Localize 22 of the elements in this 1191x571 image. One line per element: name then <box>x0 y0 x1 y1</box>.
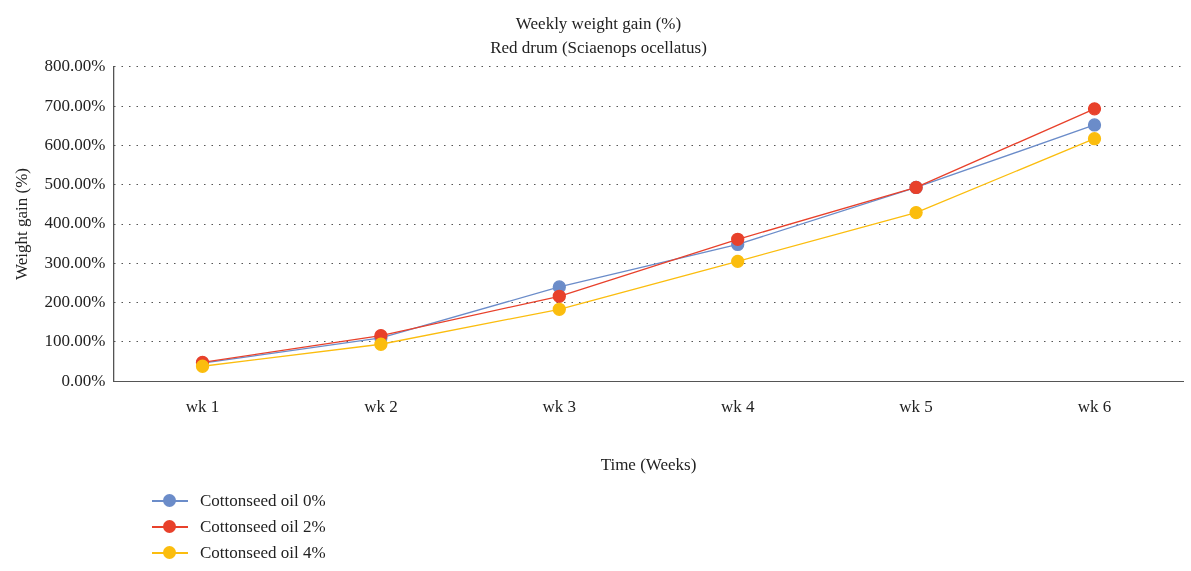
x-axis-title: Time (Weeks) <box>600 455 697 475</box>
chart-title: Weekly weight gain (%) <box>515 13 682 33</box>
x-tick-label: wk 2 <box>364 396 398 416</box>
x-tick-label: wk 6 <box>1077 396 1112 416</box>
x-tick-label: wk 4 <box>720 396 755 416</box>
y-axis-title: Weight gain (%) <box>11 168 31 280</box>
y-tick-label: 300.00% <box>44 252 106 272</box>
y-tick-label: 0.00% <box>61 370 106 390</box>
legend-label: Cottonseed oil 0% <box>200 491 326 511</box>
y-tick-label: 800.00% <box>44 56 106 76</box>
legend-label: Cottonseed oil 4% <box>200 543 326 563</box>
y-tick-label: 600.00% <box>44 134 106 154</box>
y-tick-label: 700.00% <box>44 95 106 115</box>
y-tick-label: 200.00% <box>44 292 106 312</box>
y-tick-label: 100.00% <box>44 331 106 351</box>
x-tick-label: wk 3 <box>542 396 577 416</box>
chart-subtitle: Red drum (Sciaenops ocellatus) <box>490 38 707 58</box>
y-tick-label: 500.00% <box>44 174 106 194</box>
y-tick-label: 400.00% <box>44 213 106 233</box>
legend-label: Cottonseed oil 2% <box>200 517 326 537</box>
x-tick-label: wk 5 <box>899 396 933 416</box>
x-tick-label: wk 1 <box>185 396 220 416</box>
